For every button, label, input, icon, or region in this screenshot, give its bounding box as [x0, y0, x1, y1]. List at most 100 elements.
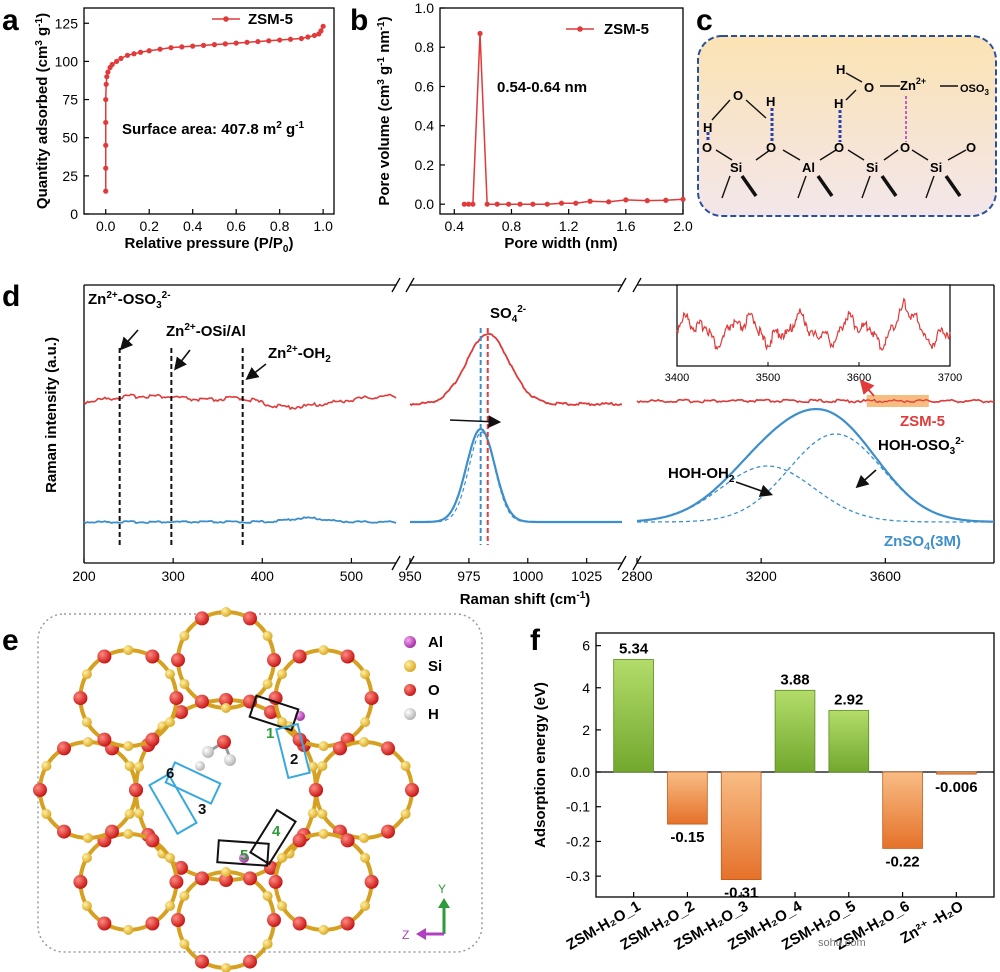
series-zsm5-pore	[461, 30, 686, 207]
al-atom	[239, 853, 249, 863]
x-tick-label-a: 0.2	[139, 218, 159, 234]
arrow	[119, 329, 139, 351]
zeolite-rings	[33, 607, 419, 972]
isotherm-point	[103, 81, 109, 87]
axis-ticks-b: 0.4 0.8 1.2 1.6 2.0 0.0 0.2 0.4 0.6 0.8 1.0	[415, 0, 693, 234]
si-atom	[124, 809, 135, 819]
inset-trace	[676, 297, 951, 351]
y-tick-label-f: 6	[582, 638, 590, 654]
o-atom	[381, 824, 395, 839]
o-atom	[292, 833, 307, 848]
si-atom	[360, 717, 371, 728]
bond	[715, 149, 733, 161]
atom-si: Si	[930, 160, 942, 175]
energy-bar	[613, 659, 654, 773]
y-axis-label-a: Quantity adsorbed (cm3 g-1)	[34, 13, 51, 209]
arrow	[245, 363, 267, 380]
si-atom	[221, 703, 231, 713]
hydrogen-bonds	[706, 108, 842, 142]
bond	[740, 174, 758, 198]
raman-fit-hoh-oh2	[636, 465, 994, 523]
x-tick-label-b: 0.8	[502, 218, 522, 234]
bond	[797, 175, 807, 199]
atom-o: O	[834, 140, 844, 155]
pore-point	[680, 196, 686, 202]
site-label-2: 2	[290, 751, 298, 768]
arrow	[449, 415, 502, 428]
energy-bar	[774, 689, 816, 773]
panel-d-raman-chart: d 200 300 400 500 950 975 1000 1025 2800 3200 3600…	[2, 277, 995, 608]
isotherm-point	[103, 142, 109, 148]
isotherm-point	[179, 44, 185, 50]
o-atom	[309, 783, 323, 797]
series-label-znso4: ZnSO4(3M)	[884, 533, 961, 553]
si-atom	[307, 808, 318, 819]
o-atom	[267, 653, 281, 667]
si-atom	[179, 891, 190, 901]
pore-point	[663, 197, 669, 203]
axes-gizmo: Y Z	[402, 882, 450, 942]
atom-o: O	[702, 140, 712, 155]
si-atom	[134, 761, 145, 772]
site-label-1: 1	[266, 725, 274, 742]
o-atom	[174, 705, 188, 720]
energy-bar	[667, 771, 708, 825]
y-tick-label-f: 0.0	[571, 764, 591, 780]
y-tick-label-b: 0.4	[415, 118, 435, 134]
ring-framework	[78, 831, 179, 932]
annotation-zn-oso3: Zn2+-OSO32-	[88, 290, 171, 311]
bond	[755, 149, 771, 161]
site-box-2	[275, 722, 311, 780]
si-atom	[81, 669, 92, 680]
o-atom	[243, 871, 257, 886]
si-atom	[360, 900, 371, 911]
atom-al: Al	[802, 160, 815, 175]
x-tick-label-d: 1025	[571, 568, 602, 584]
inset-tick-label: 3400	[665, 372, 689, 384]
o-atom	[340, 833, 355, 848]
isotherm-point	[318, 28, 324, 34]
o-atom	[267, 913, 281, 927]
pore-line	[464, 33, 684, 205]
y-tick-label-f: -0.3	[566, 868, 590, 884]
arrow	[855, 469, 877, 489]
h-atom	[224, 754, 236, 766]
ring-framework	[38, 740, 138, 840]
o-atom	[333, 741, 347, 756]
y-tick-label-a: 125	[55, 15, 79, 31]
arrow	[174, 349, 191, 371]
bond	[947, 149, 967, 161]
si-atom	[318, 645, 329, 656]
adsorption-site-boxes	[148, 694, 311, 867]
y-tick-label-f: -0.2	[566, 833, 590, 849]
si-atom	[165, 852, 175, 863]
y-tick-label-a: 50	[62, 130, 78, 146]
plot-frame-a	[83, 7, 335, 215]
bar-value-label: 2.92	[834, 692, 863, 709]
isotherm-point	[244, 39, 250, 45]
y-tick-label-f: 4	[582, 680, 590, 696]
o-atom	[364, 691, 379, 706]
panel-label-c: c	[696, 4, 713, 37]
isotherm-point	[200, 42, 207, 48]
o-atom	[340, 916, 355, 931]
pore-point	[461, 201, 467, 207]
legend-h: H	[428, 706, 439, 723]
site-label-5: 5	[240, 847, 248, 864]
pore-point	[573, 200, 579, 206]
y-tick-label-b: 0.8	[415, 39, 435, 55]
si-atom	[179, 679, 190, 689]
legend-si: Si	[428, 658, 442, 675]
o-atom	[217, 735, 231, 749]
al-atom-icon	[404, 636, 416, 648]
h-atom-icon	[404, 708, 416, 720]
o-atom-icon	[404, 684, 416, 696]
isotherm-point	[287, 36, 294, 42]
o-atom	[169, 874, 184, 889]
pore-range-annotation: 0.54-0.64 nm	[497, 79, 587, 96]
y-tick-label-a: 75	[62, 92, 78, 108]
raman-inset: 3400 3500 3600 3700	[665, 284, 962, 384]
atom-o: O	[966, 140, 976, 155]
isotherm-point	[266, 38, 272, 44]
